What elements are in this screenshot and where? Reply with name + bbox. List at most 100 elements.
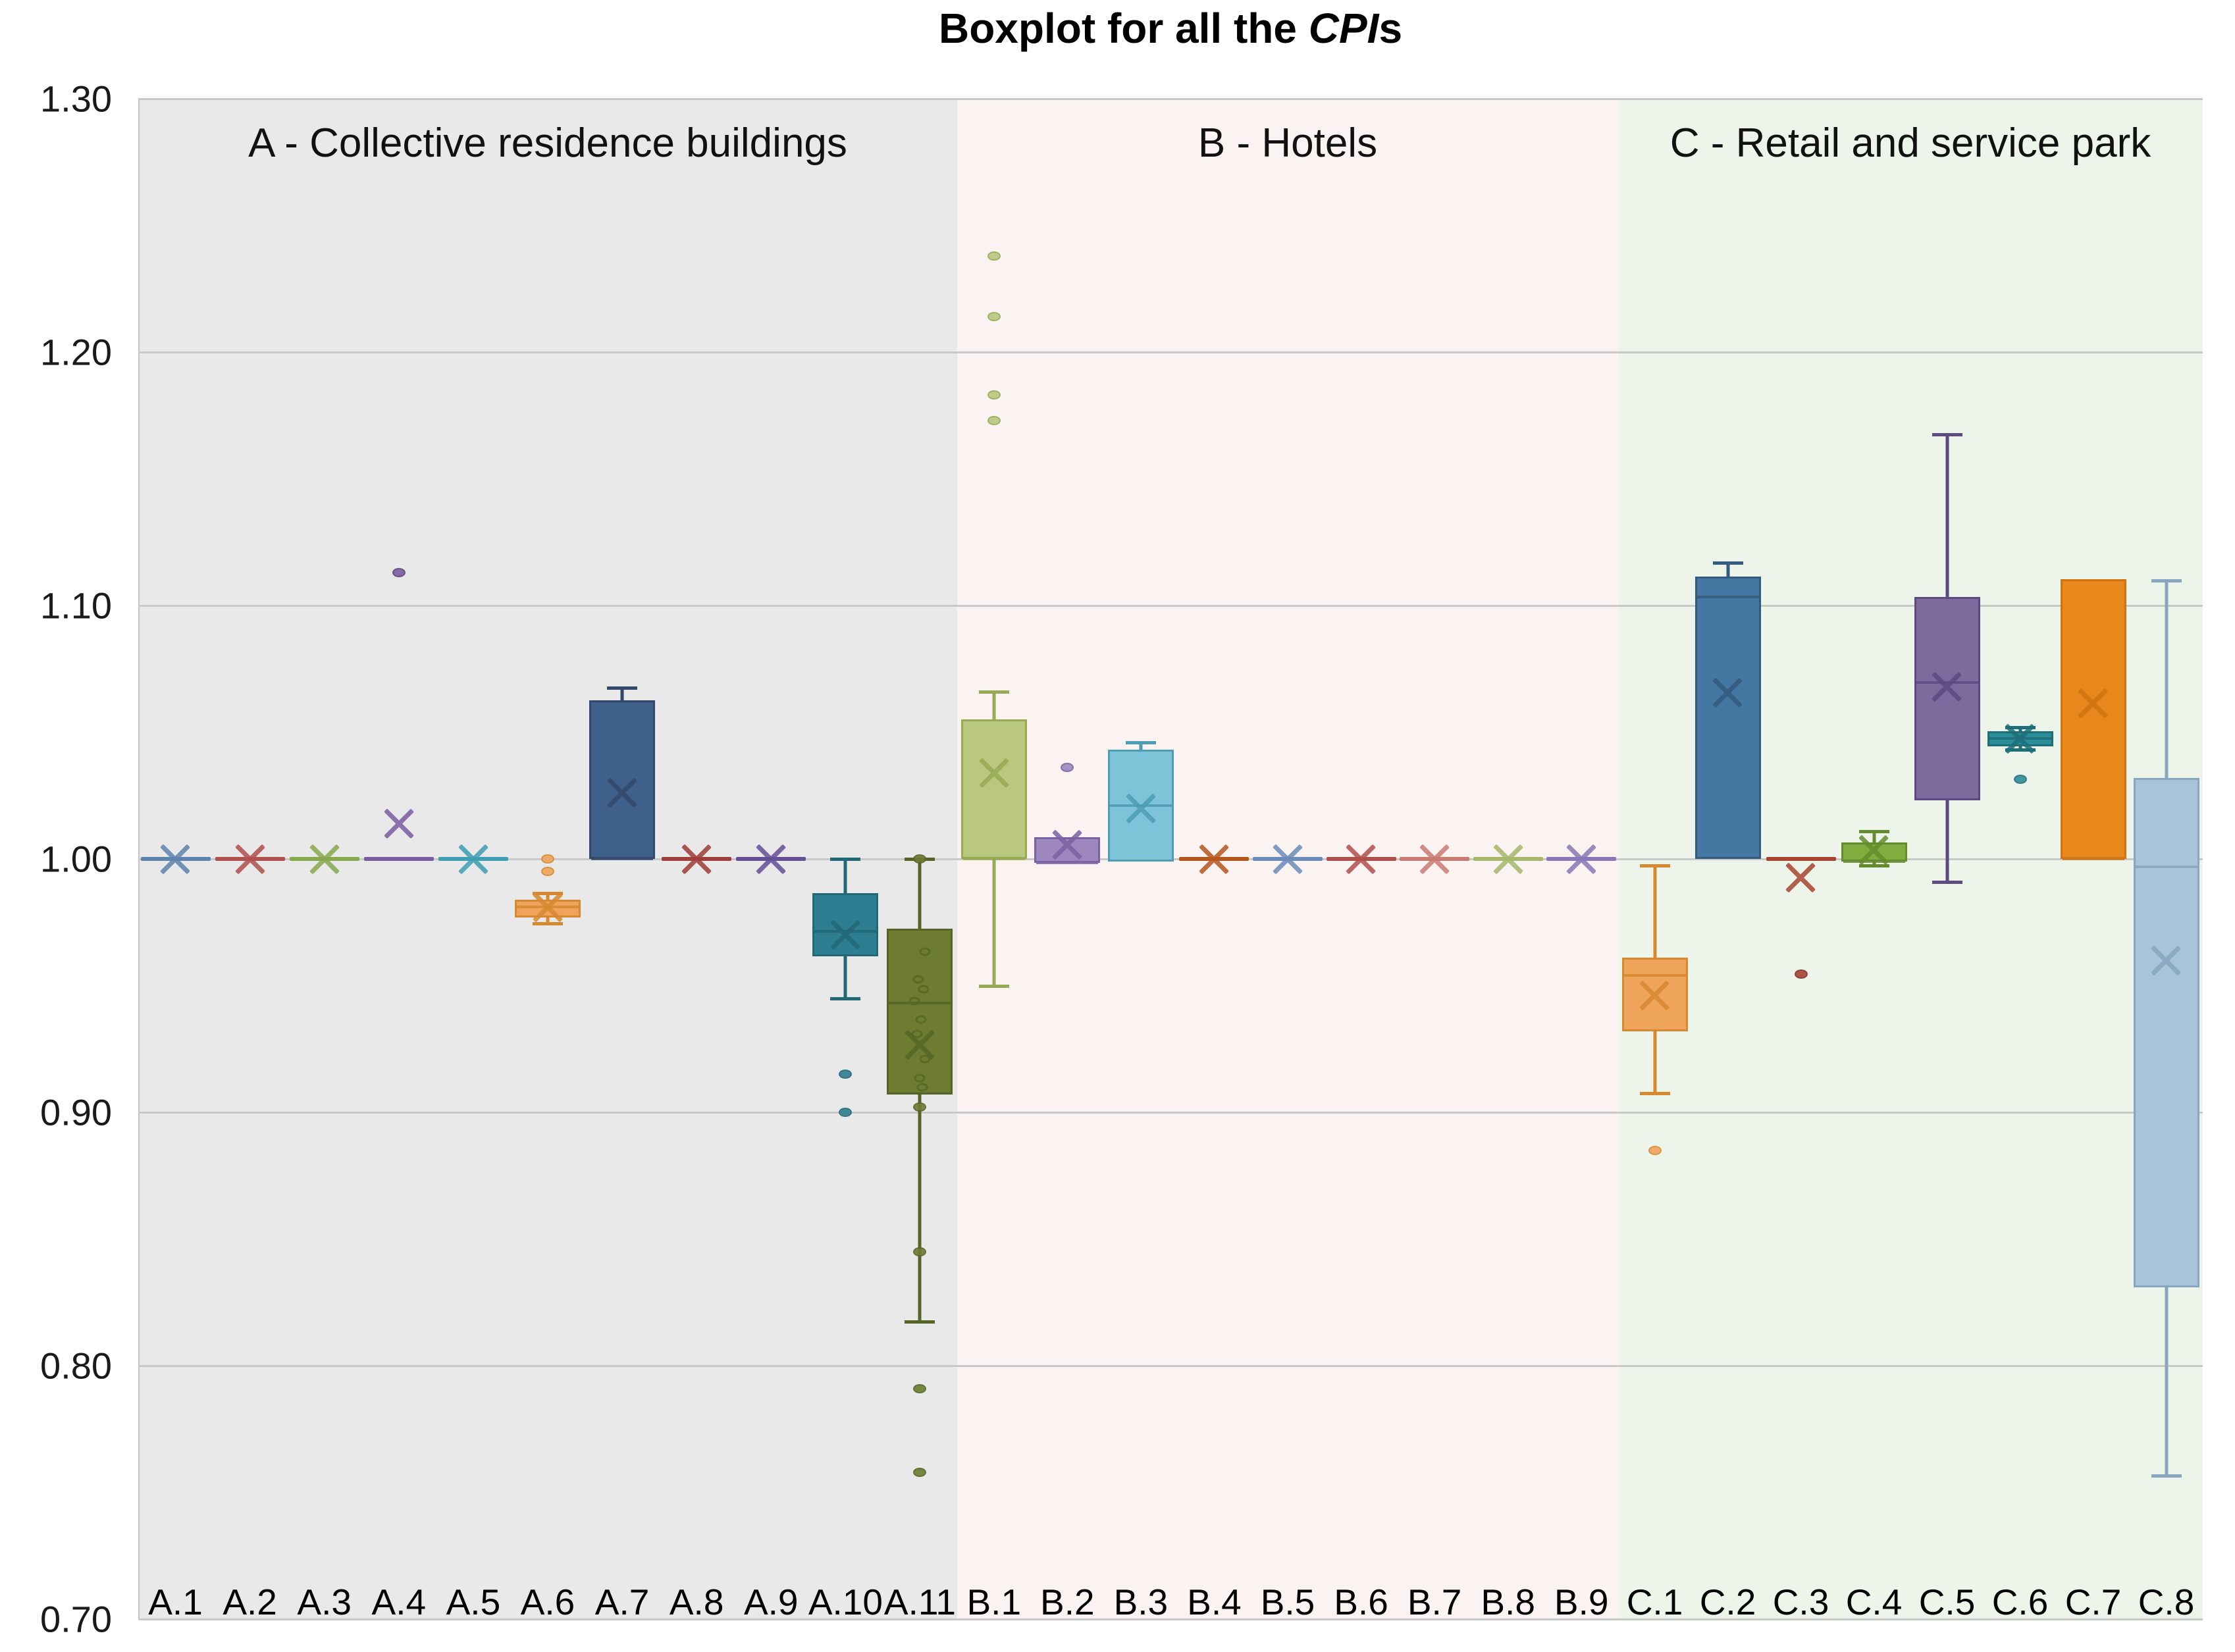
xlabel-C.2: C.2: [1699, 1582, 1756, 1622]
whisker-lower-C.6: [2018, 746, 2022, 750]
whisker-cap-lower-C.6: [2005, 748, 2036, 752]
outlier-A.10-0: [839, 1070, 853, 1079]
outlier-B.1-0: [987, 251, 1001, 261]
box-A.11: [887, 928, 953, 1095]
whisker-upper-B.1: [992, 691, 996, 720]
xlabel-C.4: C.4: [1845, 1582, 1903, 1622]
box-C.7: [2060, 579, 2126, 859]
datapoint-A.11-2: [918, 985, 930, 994]
outlier-C.6-0: [2013, 774, 2027, 784]
outlier-A.11-1: [913, 1102, 927, 1112]
datapoint-A.11-0: [919, 947, 931, 956]
gridline-0.90: [138, 1111, 2203, 1114]
whisker-upper-C.4: [1872, 831, 1876, 842]
whisker-lower-A.10: [843, 956, 847, 998]
mean-marker-B.7: [1416, 840, 1453, 877]
box-C.2: [1695, 576, 1761, 859]
xlabel-A.8: A.8: [669, 1582, 724, 1622]
whisker-upper-A.7: [620, 688, 624, 701]
median-C.2: [1696, 595, 1759, 598]
mean-marker-A.10: [827, 917, 864, 954]
mean-marker-B.3: [1122, 790, 1159, 827]
outlier-B.1-3: [987, 415, 1001, 425]
xlabel-C.1: C.1: [1626, 1582, 1683, 1622]
mean-marker-C.5: [1929, 668, 1966, 705]
mean-marker-B.1: [976, 754, 1012, 791]
whisker-upper-A.10: [843, 859, 847, 893]
outlier-A.4-0: [392, 567, 406, 577]
whisker-cap-upper-C.5: [1932, 433, 1962, 437]
mean-marker-A.2: [232, 840, 269, 877]
xlabel-C.3: C.3: [1772, 1582, 1829, 1622]
xlabel-B.5: B.5: [1260, 1582, 1315, 1622]
mean-marker-B.2: [1049, 827, 1086, 864]
whisker-cap-lower-C.5: [1932, 880, 1962, 884]
ytick-0.70: 0.70: [40, 1598, 112, 1640]
xlabel-C.6: C.6: [1991, 1582, 2049, 1622]
xlabel-B.9: B.9: [1554, 1582, 1609, 1622]
mean-marker-B.5: [1269, 840, 1306, 877]
outlier-A.11-2: [913, 1247, 927, 1256]
mean-marker-A.3: [306, 840, 343, 877]
gridline-0.70: [138, 1618, 2203, 1620]
mean-marker-C.7: [2075, 684, 2112, 721]
median-C.4: [1843, 860, 1905, 863]
xlabel-A.3: A.3: [297, 1582, 352, 1622]
whisker-cap-upper-C.2: [1712, 561, 1743, 565]
xlabel-C.5: C.5: [1918, 1582, 1976, 1622]
mean-marker-A.9: [752, 840, 789, 877]
whisker-cap-upper-A.7: [607, 686, 638, 690]
whisker-upper-C.2: [1726, 562, 1729, 577]
median-A.11: [889, 1002, 951, 1005]
gridline-1.30: [138, 97, 2203, 100]
whisker-cap-upper-C.6: [2005, 725, 2036, 729]
whisker-cap-lower-A.6: [533, 922, 563, 926]
section-label-A: A - Collective residence buildings: [248, 120, 847, 166]
whisker-upper-C.1: [1653, 865, 1656, 958]
datapoint-A.11-3: [908, 996, 920, 1006]
mean-marker-A.4: [381, 805, 417, 842]
whisker-lower-A.6: [546, 917, 550, 924]
outlier-B.1-1: [987, 312, 1001, 322]
datapoint-A.11-6: [919, 1054, 931, 1064]
section-label-C: C - Retail and service park: [1670, 120, 2151, 166]
datapoint-A.11-7: [914, 1073, 926, 1083]
datapoint-A.11-8: [916, 1083, 928, 1091]
median-C.7: [2062, 858, 2124, 860]
mean-marker-B.9: [1563, 840, 1600, 877]
median-C.8: [2135, 865, 2197, 868]
xlabel-B.6: B.6: [1334, 1582, 1388, 1622]
xlabel-A.9: A.9: [743, 1582, 799, 1622]
whisker-cap-upper-A.10: [830, 858, 861, 861]
mean-marker-C.2: [1710, 675, 1747, 711]
box-B.1: [960, 719, 1027, 859]
chart-title-suffix: s: [1379, 5, 1403, 52]
gridline-1.10: [138, 604, 2203, 607]
box-A.7: [589, 700, 656, 859]
xlabel-A.11: A.11: [883, 1582, 956, 1622]
mean-marker-C.6: [2002, 720, 2039, 757]
whisker-lower-C.8: [2165, 1287, 2168, 1476]
ytick-1.10: 1.10: [40, 584, 112, 627]
mean-marker-C.4: [1856, 832, 1893, 869]
box-C.8: [2133, 777, 2199, 1287]
whisker-cap-lower-A.11: [905, 1320, 935, 1324]
xlabel-A.10: A.10: [808, 1582, 883, 1622]
xlabel-A.6: A.6: [520, 1582, 575, 1622]
whisker-cap-upper-C.8: [2151, 579, 2182, 582]
datapoint-A.11-4: [915, 1015, 927, 1024]
whisker-upper-B.3: [1139, 742, 1143, 750]
whisker-cap-lower-C.4: [1858, 864, 1889, 867]
xlabel-A.2: A.2: [223, 1582, 277, 1622]
mean-marker-B.6: [1343, 840, 1380, 877]
mean-marker-A.8: [678, 840, 715, 877]
mean-marker-B.8: [1490, 840, 1527, 877]
chart-title: Boxplot for all the CPIs: [138, 4, 2203, 53]
whisker-lower-B.1: [992, 859, 996, 986]
ytick-0.90: 0.90: [40, 1091, 112, 1133]
mean-marker-A.1: [157, 840, 194, 877]
whisker-cap-lower-C.1: [1639, 1092, 1670, 1096]
chart-title-prefix: Boxplot for all the: [938, 5, 1309, 52]
whisker-upper-C.5: [1945, 434, 1949, 597]
